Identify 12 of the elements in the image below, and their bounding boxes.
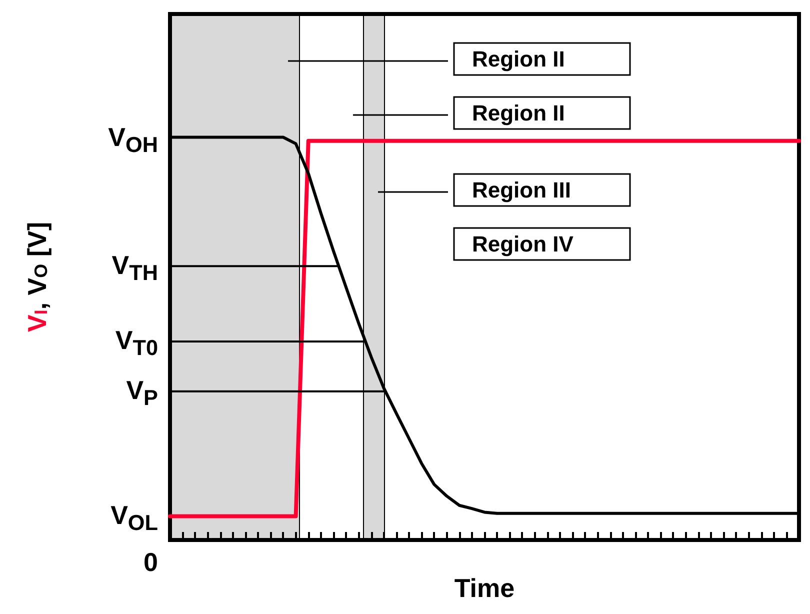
ref-line-label: V$_{P}$ [126, 375, 158, 413]
text: Region II [472, 100, 565, 126]
annotation: Region IV [472, 232, 574, 256]
y-axis-title: VI, VO [V] [22, 222, 52, 332]
text: Region II [472, 46, 565, 72]
ref-line-label: V$_{TH}$ [112, 250, 158, 288]
x-axis-title: Time [454, 573, 515, 603]
annotation: Region III [472, 178, 571, 202]
ref-line-label: V$_{T0}$ [115, 325, 158, 363]
text: V$_{OH}$ [108, 122, 158, 160]
text: 0 [144, 546, 158, 577]
text: V$_{OL}$ [110, 500, 158, 538]
